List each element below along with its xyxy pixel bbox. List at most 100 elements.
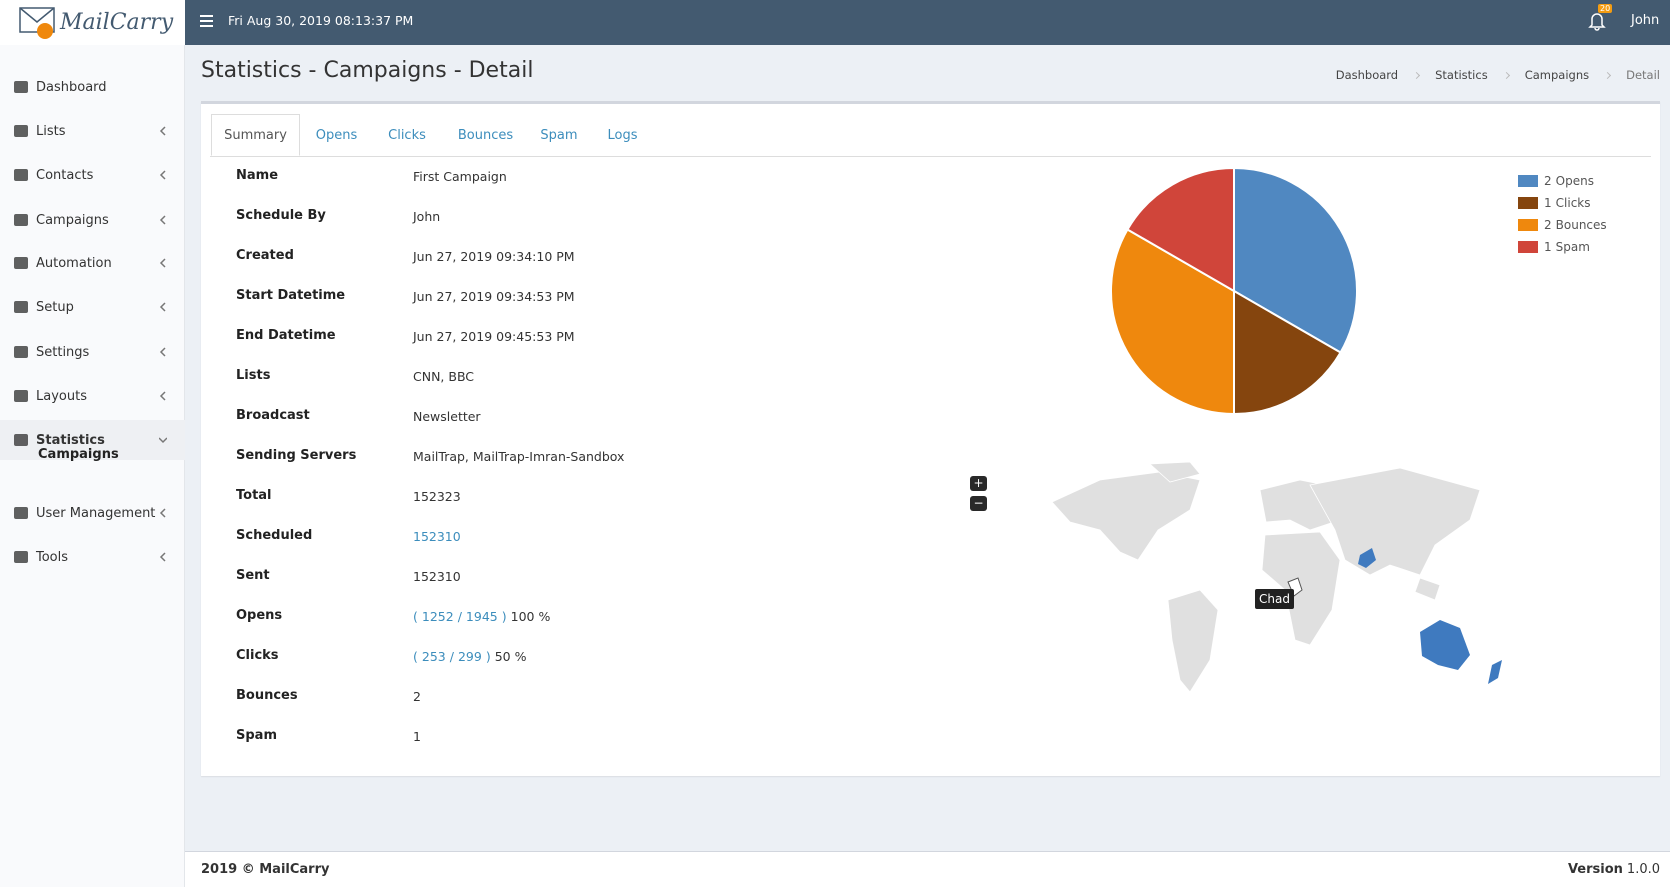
- nav-subitem[interactable]: Campaigns: [38, 447, 119, 462]
- nav-item[interactable]: Statistics: [0, 420, 185, 460]
- pie-slice: [1110, 228, 1235, 416]
- nav-item[interactable]: Tools: [0, 537, 185, 577]
- detail-text: 50 %: [494, 649, 527, 664]
- chevron-path: [159, 391, 166, 401]
- detail-label: Spam: [236, 728, 277, 743]
- nav-chevron: [159, 437, 167, 444]
- detail-text: 152323: [413, 489, 461, 504]
- nav-label: Statistics: [36, 432, 105, 448]
- world-map: [1051, 461, 1502, 693]
- nav-icon: [14, 507, 28, 519]
- detail-label: Opens: [236, 608, 283, 623]
- nav-label: Settings: [36, 344, 90, 360]
- breadcrumb-item[interactable]: Statistics: [1435, 68, 1488, 82]
- detail-link[interactable]: /: [457, 609, 462, 624]
- user-menu[interactable]: John: [1631, 13, 1660, 28]
- logo[interactable]: MailCarry: [0, 0, 185, 45]
- nav-icon: [14, 434, 28, 446]
- nav-item[interactable]: Automation: [0, 243, 185, 283]
- version-label: Version: [1567, 862, 1623, 877]
- detail-text: First Campaign: [413, 169, 507, 184]
- tab[interactable]: Spam: [540, 127, 578, 143]
- nav-item[interactable]: User Management: [0, 493, 185, 533]
- detail-link[interactable]: 253: [421, 649, 446, 664]
- chevron-path: [159, 552, 166, 562]
- detail-link[interactable]: ): [501, 609, 507, 624]
- version: Version 1.0.0: [1568, 862, 1660, 877]
- nav-label: Dashboard: [36, 79, 107, 95]
- legend-entry: 1 Spam: [1544, 240, 1590, 254]
- breadcrumb-separator: [1502, 71, 1510, 79]
- breadcrumb: Dashboard Statistics Campaigns Detail: [1336, 68, 1660, 82]
- chevron-path: [159, 258, 166, 268]
- tab[interactable]: Opens: [315, 127, 358, 143]
- detail-label: Lists: [236, 368, 271, 383]
- detail-link[interactable]: 152310: [413, 529, 461, 544]
- notifications-bell[interactable]: [1588, 11, 1606, 31]
- detail-label: Created: [236, 248, 294, 263]
- detail-value: MailTrap, MailTrap-Imran-Sandbox: [413, 449, 624, 464]
- breadcrumb-item[interactable]: Dashboard: [1335, 68, 1399, 82]
- detail-value: 152310: [413, 569, 461, 584]
- legend-value: 2: [1544, 218, 1552, 232]
- legend-entry: 2 Opens: [1544, 174, 1594, 188]
- detail-value: (253/299) 50 %: [413, 649, 526, 664]
- map-highlight: [1358, 548, 1376, 568]
- nav-icon: [14, 346, 28, 358]
- detail-value: Newsletter: [413, 409, 481, 424]
- nav-item[interactable]: Dashboard: [0, 67, 185, 107]
- detail-link[interactable]: (: [413, 649, 418, 664]
- logo-envelope-flap: [19, 7, 55, 23]
- detail-link[interactable]: (: [413, 609, 418, 624]
- detail-link[interactable]: ): [485, 649, 491, 664]
- detail-link[interactable]: 1945: [465, 609, 498, 624]
- nav-item[interactable]: Setup: [0, 287, 185, 327]
- nav-chevron: [159, 215, 166, 225]
- breadcrumb-item: Detail: [1626, 68, 1660, 82]
- detail-text: 100 %: [510, 609, 551, 624]
- nav-chevron: [159, 347, 166, 357]
- legend-swatch: [1518, 175, 1538, 187]
- page-title: Statistics - Campaigns - Detail: [201, 58, 534, 83]
- tab[interactable]: Summary: [211, 114, 300, 156]
- detail-link[interactable]: /: [449, 649, 454, 664]
- detail-text: CNN, BBC: [413, 369, 475, 384]
- detail-label: Bounces: [236, 688, 298, 703]
- menu-toggle[interactable]: [200, 15, 214, 27]
- nav-item[interactable]: Layouts: [0, 376, 185, 416]
- map-highlight: [1488, 660, 1502, 684]
- legend-entry: 2 Bounces: [1544, 218, 1607, 232]
- chevron-path: [159, 170, 166, 180]
- nav-item[interactable]: Lists: [0, 111, 185, 151]
- detail-link[interactable]: 299: [457, 649, 482, 664]
- legend-swatch: [1518, 197, 1538, 209]
- nav-item[interactable]: Contacts: [0, 155, 185, 195]
- nav-icon: [14, 257, 28, 269]
- pie-slice: [1126, 166, 1235, 293]
- nav-chevron: [159, 258, 166, 268]
- breadcrumb-item[interactable]: Campaigns: [1524, 68, 1590, 82]
- detail-text: John: [413, 209, 441, 224]
- tab[interactable]: Logs: [607, 127, 638, 143]
- pie-slice: [1233, 289, 1342, 416]
- map-zoom-out[interactable]: −: [970, 496, 987, 511]
- legend-name: Opens: [1556, 174, 1594, 188]
- version-number: 1.0.0: [1626, 862, 1660, 877]
- legend-value: 1: [1544, 196, 1552, 210]
- detail-value: 152323: [413, 489, 461, 504]
- nav-label: Lists: [36, 123, 66, 139]
- chevron-path: [159, 215, 166, 225]
- pie-chart: 2 Opens 1 Clicks 2 Bounces 1 Spam: [1110, 166, 1607, 416]
- map-zoom-in[interactable]: +: [970, 476, 987, 491]
- detail-text: Jun 27, 2019 09:34:10 PM: [413, 249, 575, 264]
- nav-item[interactable]: Campaigns: [0, 200, 185, 240]
- tab[interactable]: Clicks: [388, 127, 426, 143]
- nav-item[interactable]: Settings: [0, 332, 185, 372]
- tabs-border: [210, 156, 1651, 157]
- detail-value: Jun 27, 2019 09:34:53 PM: [413, 289, 575, 304]
- chevron-path: [159, 508, 166, 518]
- nav-chevron: [159, 508, 166, 518]
- top-bar: Fri Aug 30, 2019 08:13:37 PM 20 John: [185, 0, 1670, 45]
- tab[interactable]: Bounces: [457, 127, 514, 143]
- detail-link[interactable]: 1252: [421, 609, 454, 624]
